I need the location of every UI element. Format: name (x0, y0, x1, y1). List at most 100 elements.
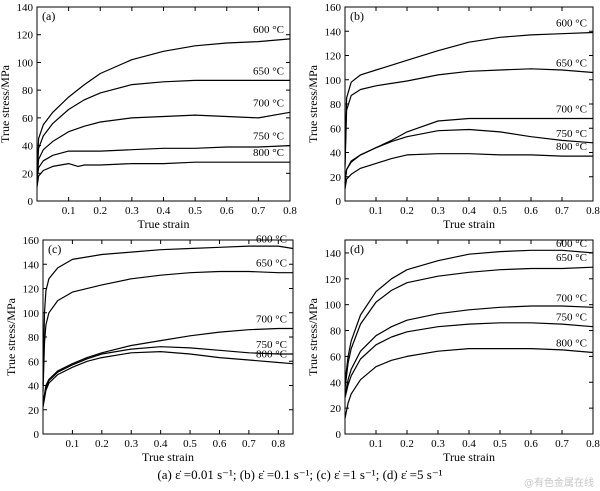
x-tick-label: 0.2 (95, 438, 109, 450)
series-label: 750 °C (256, 339, 287, 351)
y-tick-label: 160 (23, 235, 40, 247)
x-tick-label: 0.6 (524, 438, 538, 450)
x-tick-label: 0.7 (242, 438, 256, 450)
x-tick-label: 0.6 (524, 205, 538, 217)
series-line-800c (42, 351, 294, 408)
y-tick-label: 40 (22, 141, 34, 153)
series-line-800c (344, 348, 594, 419)
y-tick-label: 60 (28, 356, 40, 368)
x-tick-label: 0.6 (220, 205, 234, 217)
x-tick-label: 0.4 (462, 438, 476, 450)
y-tick-label: 100 (23, 308, 40, 320)
watermark: @有色金属在线 (524, 478, 594, 489)
series-label: 750 °C (556, 128, 587, 140)
series-label: 700 °C (253, 97, 284, 109)
series-line-700c (36, 111, 291, 179)
x-tick-label: 0.5 (183, 438, 197, 450)
y-tick-label: 100 (325, 75, 342, 87)
y-tick-label: 120 (17, 30, 34, 42)
series-line-600c (344, 249, 594, 383)
series-line-650c (42, 270, 293, 392)
panel-label: (d) (350, 242, 364, 256)
chart-panel-1: (a) 0 20 40 60 80 100 120 140 0.1 0.2 0.3 0.4 0.5 0.6 0… (0, 2, 297, 231)
panel-label: (a) (42, 9, 55, 23)
chart-panel-2: (b) 0 20 40 60 80 100 120 140 160 0.1 0.2 0.3 0.4 0.5 0… (306, 2, 600, 231)
y-tick-label: 20 (28, 405, 40, 417)
x-tick-label: 0.5 (188, 205, 202, 217)
y-tick-label: 140 (17, 2, 34, 14)
y-tick-label: 0 (28, 196, 34, 208)
x-axis-label: True strain (142, 450, 194, 464)
y-tick-label: 40 (28, 381, 40, 393)
x-tick-label: 0.8 (586, 205, 600, 217)
x-tick-label: 0.7 (252, 205, 266, 217)
x-tick-label: 0.1 (369, 205, 383, 217)
series-line-750c (36, 145, 291, 181)
series-line-650c (36, 79, 290, 177)
y-axis-label: True stress/MPa (4, 297, 18, 376)
x-axis-label: True strain (138, 217, 190, 231)
series-line-700c (42, 327, 293, 404)
panel-label: (b) (350, 9, 364, 23)
x-tick-label: 0.5 (493, 438, 507, 450)
y-tick-label: 0 (336, 196, 342, 208)
series-line-600c (344, 31, 594, 165)
series-label: 800 °C (556, 141, 587, 153)
x-tick-label: 0.8 (586, 438, 600, 450)
y-tick-label: 100 (325, 300, 342, 312)
y-tick-label: 80 (28, 332, 40, 344)
x-tick-label: 0.8 (283, 205, 297, 217)
y-axis-label: True stress/MPa (306, 297, 320, 376)
x-tick-label: 0.3 (431, 438, 445, 450)
x-tick-label: 0.2 (400, 205, 414, 217)
x-tick-label: 0.7 (555, 438, 569, 450)
series-label: 600 °C (556, 238, 587, 250)
x-tick-label: 0.6 (213, 438, 227, 450)
y-tick-label: 60 (330, 123, 342, 135)
series-line-600c (36, 38, 291, 174)
series-label: 700 °C (256, 314, 287, 326)
series-line-750c (42, 346, 293, 404)
y-tick-label: 60 (22, 113, 34, 125)
series-label: 700 °C (556, 104, 587, 116)
series-line-650c (344, 266, 594, 389)
y-tick-label: 160 (325, 2, 342, 14)
series-line-800c (36, 161, 290, 188)
series-label: 750 °C (556, 312, 587, 324)
x-tick-label: 0.1 (66, 438, 80, 450)
series-label: 650 °C (556, 252, 587, 264)
y-tick-label: 40 (330, 148, 342, 160)
series-label: 600 °C (256, 233, 287, 245)
x-tick-label: 0.1 (369, 438, 383, 450)
x-tick-label: 0.4 (157, 205, 171, 217)
y-tick-label: 80 (22, 85, 34, 97)
y-tick-label: 140 (325, 26, 342, 38)
series-label: 700 °C (556, 292, 587, 304)
y-tick-label: 40 (330, 377, 342, 389)
series-label: 800 °C (556, 338, 587, 350)
figure-caption: (a) ε̇ =0.01 s⁻¹; (b) ε̇ =0.1 s⁻¹; (c) ε… (157, 467, 443, 482)
panel-label: (c) (48, 242, 61, 256)
y-axis-label: True stress/MPa (0, 64, 12, 143)
x-tick-label: 0.8 (271, 438, 285, 450)
x-tick-label: 0.4 (154, 438, 168, 450)
series-label: 650 °C (253, 65, 284, 77)
chart-panel-3: (c) 0 20 40 60 80 100 120 140 160 0.1 0.2 0.3 0.4 0.5 0… (4, 233, 294, 464)
y-tick-label: 20 (330, 403, 342, 415)
y-tick-label: 0 (336, 429, 342, 441)
series-label: 600 °C (556, 17, 587, 29)
series-line-750c (344, 322, 594, 398)
y-tick-label: 80 (330, 99, 342, 111)
x-axis-label: True strain (443, 217, 495, 231)
x-tick-label: 0.5 (493, 205, 507, 217)
x-tick-label: 0.4 (462, 205, 476, 217)
chart-panel-4: (d) 0 20 40 60 80 100 120 140 0.1 0.2 0.3 0.4 0.5 0.6 0… (306, 238, 600, 464)
series-line-700c (344, 305, 594, 396)
y-tick-label: 20 (22, 168, 34, 180)
y-tick-label: 100 (17, 57, 34, 69)
series-label: 600 °C (253, 24, 284, 36)
y-tick-label: 120 (325, 274, 342, 286)
x-tick-label: 0.3 (124, 438, 138, 450)
series-line-800c (344, 153, 593, 189)
